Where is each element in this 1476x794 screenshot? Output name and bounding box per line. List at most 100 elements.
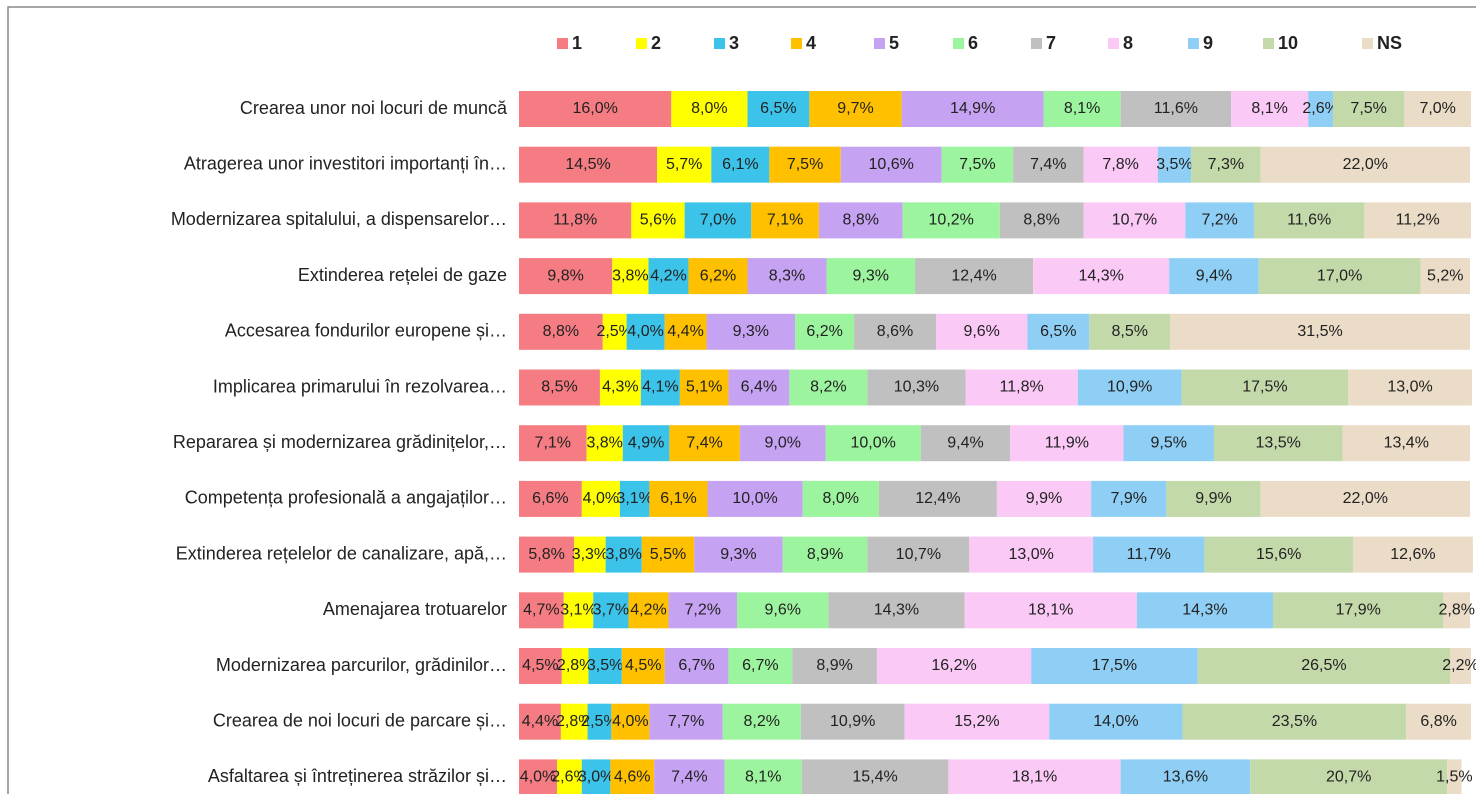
bar-segment [1250, 759, 1448, 794]
value-label: 8,5% [1111, 323, 1147, 340]
bar-segment [1364, 202, 1471, 239]
value-label: 6,4% [741, 379, 777, 396]
bar-segment [809, 91, 902, 127]
value-label: 7,1% [767, 212, 803, 229]
legend-swatch [791, 38, 802, 49]
bar-segment [1091, 480, 1167, 517]
value-label: 10,2% [929, 212, 974, 229]
bar-segment [1083, 146, 1158, 183]
bar-segment [622, 425, 670, 462]
value-label: 6,1% [722, 156, 758, 173]
bar-segment [1260, 480, 1471, 517]
legend-label: 10 [1278, 33, 1298, 53]
value-label: 7,5% [1350, 100, 1386, 117]
bar-segment [1420, 258, 1471, 295]
legend-swatch [636, 38, 647, 49]
bar-segment [563, 592, 594, 629]
value-label: 3,3% [572, 546, 608, 563]
bar-segment [1166, 480, 1261, 517]
bar-segment [654, 759, 725, 794]
bar-segment [628, 592, 669, 629]
value-label: 11,8% [1000, 379, 1044, 396]
bar-segment [640, 369, 680, 406]
value-label: 10,9% [1107, 379, 1152, 396]
bar-segment [1213, 425, 1343, 462]
value-label: 9,3% [853, 267, 889, 284]
bar-segment [557, 759, 582, 794]
bar-segment [588, 648, 622, 684]
bar-segment [648, 258, 689, 295]
legend-label: 3 [729, 33, 739, 53]
value-label: 6,8% [1420, 713, 1456, 730]
value-label: 16,2% [931, 657, 976, 674]
value-label: 9,4% [947, 434, 983, 451]
bar-segment [728, 369, 790, 406]
bar-segment [724, 759, 802, 794]
bar-segment [795, 313, 855, 350]
value-label: 4,4% [522, 713, 558, 730]
bar-segment [586, 425, 623, 462]
value-label: 7,5% [787, 156, 823, 173]
value-label: 4,9% [628, 434, 664, 451]
bar-segment [920, 425, 1011, 462]
value-label: 8,9% [807, 546, 843, 563]
bar-segment [722, 703, 801, 740]
bar-segment [769, 146, 841, 183]
value-label: 9,3% [733, 323, 769, 340]
value-label: 4,5% [625, 657, 661, 674]
bar-segment [728, 648, 793, 684]
value-label: 2,8% [556, 713, 592, 730]
value-label: 6,6% [532, 490, 568, 507]
bar-segment [519, 369, 600, 406]
category-label: Atragerea unor investitori importanți în… [184, 153, 507, 173]
value-label: 4,1% [642, 379, 678, 396]
bar-segment [664, 313, 707, 350]
category-label: Asfaltarea și întreținerea străzilor și… [208, 766, 507, 786]
bar-segment [782, 536, 868, 573]
value-label: 5,6% [640, 212, 676, 229]
value-label: 8,8% [543, 323, 579, 340]
bar-segment [619, 480, 650, 517]
bar-segment [941, 146, 1014, 183]
value-label: 11,7% [1127, 546, 1171, 563]
value-label: 18,1% [1028, 602, 1073, 619]
value-label: 13,6% [1163, 769, 1208, 786]
value-label: 23,5% [1272, 713, 1317, 730]
value-label: 17,9% [1336, 602, 1381, 619]
value-label: 8,1% [745, 769, 781, 786]
category-label: Repararea și modernizarea grădinițelor,… [173, 432, 507, 452]
bar-segment [1258, 258, 1421, 295]
legend-label: 2 [651, 33, 661, 53]
value-label: 17,0% [1317, 267, 1362, 284]
bar-segment [818, 202, 903, 239]
value-label: 10,3% [894, 379, 939, 396]
value-label: 6,2% [806, 323, 842, 340]
value-label: 7,5% [959, 156, 995, 173]
bar-segment [671, 91, 748, 127]
bar-segment [1348, 369, 1472, 406]
value-label: 7,3% [1208, 156, 1244, 173]
bar-segment [1342, 425, 1471, 462]
value-label: 11,2% [1396, 212, 1440, 229]
bar-segment [668, 592, 738, 629]
bar-segment [519, 648, 562, 684]
value-label: 13,4% [1384, 434, 1429, 451]
legend-swatch [714, 38, 725, 49]
legend-swatch [1188, 38, 1199, 49]
value-label: 4,2% [650, 267, 686, 284]
bar-segment [1404, 91, 1471, 127]
value-label: 9,3% [720, 546, 756, 563]
legend-label: 7 [1046, 33, 1056, 53]
bar-segment [612, 258, 649, 295]
legend-label: 8 [1123, 33, 1133, 53]
bar-segment [587, 703, 612, 740]
bar-segment [1352, 536, 1473, 573]
value-label: 5,7% [666, 156, 702, 173]
bar-segment [626, 313, 665, 350]
value-label: 10,0% [850, 434, 895, 451]
bar-segment [605, 536, 642, 573]
bar-segment [1447, 759, 1462, 794]
bar-segment [1077, 369, 1182, 406]
bar-segment [876, 648, 1032, 684]
